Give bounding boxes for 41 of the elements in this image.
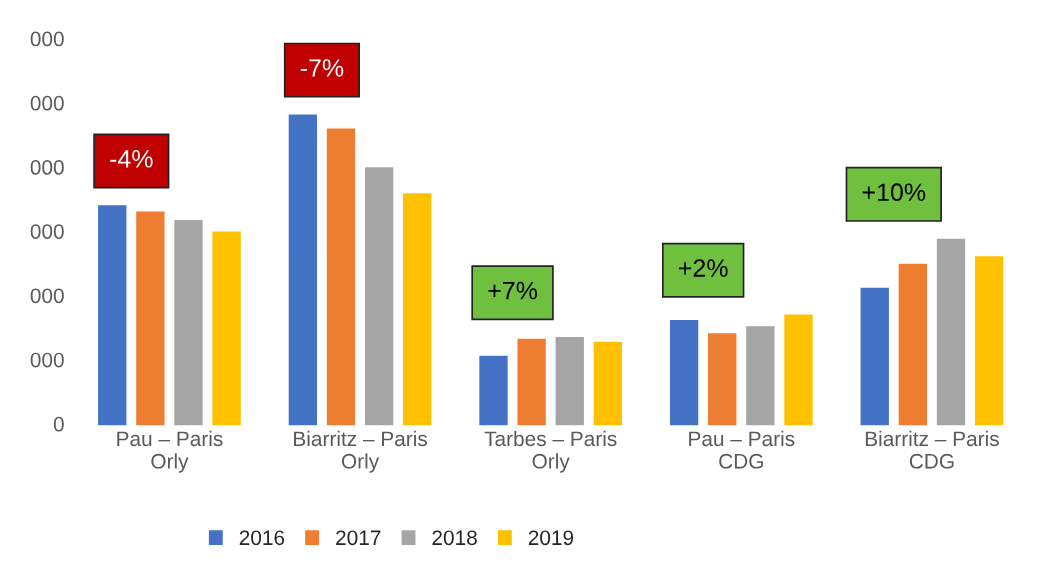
bar — [96, 203, 128, 426]
bar — [935, 237, 967, 426]
bar — [859, 286, 891, 426]
x-tick-label: Biarritz – Paris CDG — [865, 430, 999, 469]
text: -7% — [300, 59, 344, 77]
bar — [554, 335, 586, 426]
text: 000 — [30, 288, 64, 304]
legend-label: 2019 — [528, 530, 574, 546]
bar — [782, 313, 815, 426]
legend-label: 2018 — [432, 530, 477, 546]
annotation: +2% — [679, 259, 728, 277]
bar — [668, 318, 700, 426]
bar — [516, 337, 548, 426]
x-tick-label: Biarritz – Paris Orly — [294, 430, 428, 473]
annotation: +7% — [488, 281, 538, 300]
text: 000 — [30, 31, 64, 47]
text: 000 — [30, 224, 64, 239]
bar — [973, 254, 1005, 426]
bar — [325, 127, 357, 426]
bar — [172, 218, 205, 426]
bar — [706, 331, 738, 426]
text: 000 — [30, 160, 64, 175]
bar — [401, 191, 433, 426]
text: 0 — [53, 416, 64, 432]
text: 000 — [30, 95, 64, 111]
legend-label: 2016 — [239, 530, 285, 546]
legend-label: 2017 — [336, 530, 381, 546]
annotation: -4% — [110, 150, 153, 168]
bar — [592, 340, 624, 426]
bar — [363, 165, 395, 426]
x-tick-label: Pau – Paris CDG — [689, 430, 795, 469]
text: 000 — [30, 352, 64, 368]
x-tick-label: Pau – Paris Orly — [117, 430, 223, 473]
bar — [287, 113, 319, 426]
x-tick-label: Tarbes – Paris Orly — [484, 430, 617, 473]
bar — [477, 354, 510, 426]
bar — [134, 210, 166, 426]
bar — [744, 324, 776, 426]
bar — [897, 262, 929, 426]
bar — [211, 230, 243, 426]
annotation: +10% — [862, 183, 926, 202]
